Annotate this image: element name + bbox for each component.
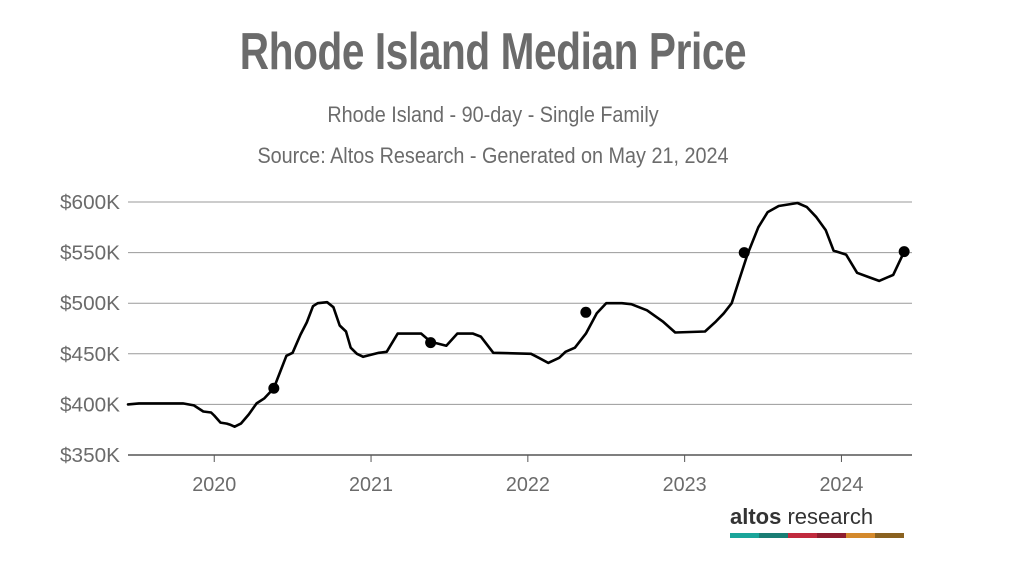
y-tick-label: $350K [60, 445, 121, 467]
y-tick-label: $600K [60, 192, 121, 214]
chart-title: Rhode Island Median Price [239, 23, 747, 81]
altos-research-logo: altos research [730, 504, 904, 538]
brand-bar-segment [759, 533, 788, 538]
y-tick-label: $550K [60, 243, 121, 265]
y-tick-label: $450K [60, 344, 121, 366]
brand-bar-segment [788, 533, 817, 538]
x-tick-label: 2022 [506, 474, 550, 496]
x-tick-label: 2021 [349, 474, 393, 496]
y-tick-label: $500K [60, 293, 121, 315]
brand-bar-segment [817, 533, 846, 538]
brand-name-rest: research [781, 504, 874, 529]
brand-bar-segment [846, 533, 875, 538]
data-point-marker [580, 306, 592, 318]
brand-name-bold: altos [730, 504, 782, 529]
y-tick-label: $400K [60, 394, 121, 416]
chart-source: Source: Altos Research - Generated on Ma… [257, 143, 729, 168]
data-point-marker [268, 382, 280, 394]
series-line [126, 201, 906, 429]
x-tick-label: 2020 [192, 474, 236, 496]
data-point-marker [898, 246, 910, 258]
x-tick-label: 2024 [819, 474, 863, 496]
data-point-marker [738, 247, 750, 259]
brand-bar-segment [875, 533, 904, 538]
chart-subtitle: Rhode Island - 90-day - Single Family [327, 102, 659, 127]
brand-color-bar [730, 533, 904, 538]
data-point-marker [425, 337, 437, 349]
x-tick-label: 2023 [663, 474, 707, 496]
brand-bar-segment [730, 533, 759, 538]
